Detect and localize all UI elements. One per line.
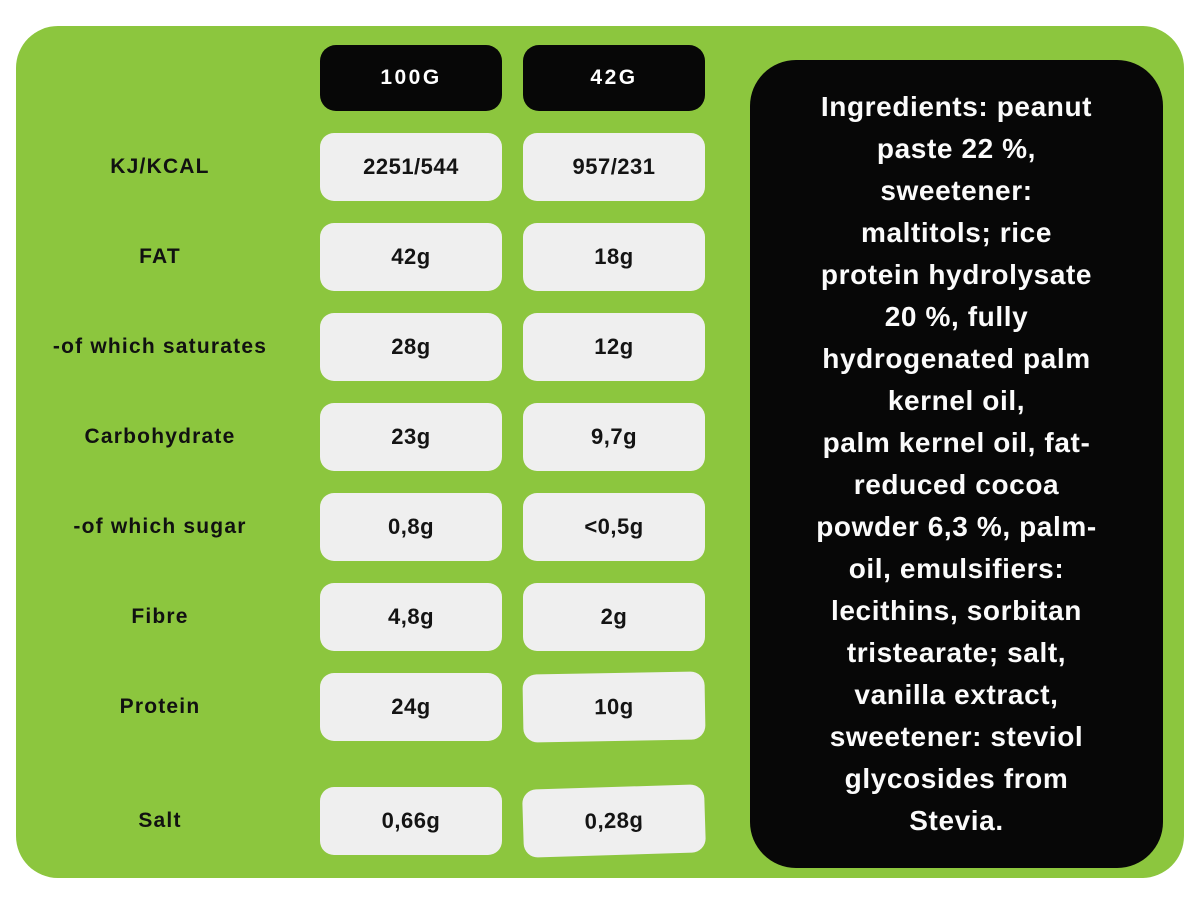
value-42g: <0,5g — [523, 493, 705, 561]
row-label: Carbohydrate — [84, 425, 236, 448]
row-label: Protein — [119, 695, 201, 718]
row-label: KJ/KCAL — [110, 155, 210, 178]
table-row-saturates: -of which saturates 28g 12g — [0, 313, 705, 381]
value-42g: 9,7g — [523, 403, 705, 471]
column-header-42g: 42G — [523, 45, 705, 111]
header-spacer — [0, 44, 320, 112]
value-100g: 0,66g — [320, 787, 502, 855]
ingredients-panel: Ingredients: peanut paste 22 %, sweetene… — [750, 60, 1163, 868]
table-row-energy: KJ/KCAL 2251/544 957/231 — [0, 133, 705, 201]
value-42g: 2g — [523, 583, 705, 651]
value-100g: 0,8g — [320, 493, 502, 561]
value-42g: 957/231 — [523, 133, 705, 201]
table-row-sugar: -of which sugar 0,8g <0,5g — [0, 493, 705, 561]
value-42g: 10g — [522, 671, 706, 743]
row-label: FAT — [139, 245, 181, 268]
value-42g: 18g — [523, 223, 705, 291]
row-label: -of which sugar — [73, 515, 247, 538]
value-100g: 28g — [320, 313, 502, 381]
ingredients-text: Ingredients: peanut paste 22 %, sweetene… — [816, 91, 1097, 836]
value-100g: 2251/544 — [320, 133, 502, 201]
row-label: -of which saturates — [52, 335, 268, 358]
column-header-100g: 100G — [320, 45, 502, 111]
value-100g: 42g — [320, 223, 502, 291]
table-row-fibre: Fibre 4,8g 2g — [0, 583, 705, 651]
value-42g: 0,28g — [521, 784, 707, 858]
value-100g: 24g — [320, 673, 502, 741]
table-row-protein: Protein 24g 10g — [0, 671, 706, 743]
value-42g: 12g — [523, 313, 705, 381]
table-row-carbohydrate: Carbohydrate 23g 9,7g — [0, 403, 705, 471]
table-row-salt: Salt 0,66g 0,28g — [0, 784, 707, 858]
row-label: Fibre — [131, 605, 189, 628]
table-header-row: 100G 42G — [0, 44, 705, 112]
row-label: Salt — [138, 809, 182, 832]
value-100g: 4,8g — [320, 583, 502, 651]
value-100g: 23g — [320, 403, 502, 471]
table-row-fat: FAT 42g 18g — [0, 223, 705, 291]
